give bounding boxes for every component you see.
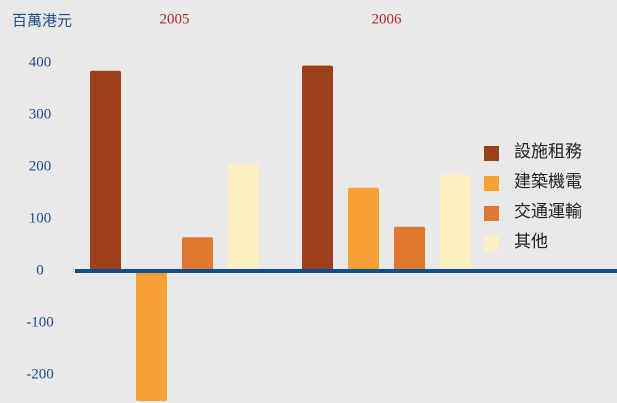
category-label: 2006	[372, 11, 403, 27]
y-tick-label: 200	[29, 158, 52, 174]
y-tick-label: 400	[29, 54, 52, 70]
y-tick-label: 100	[29, 210, 52, 226]
bar	[394, 226, 425, 271]
legend-label: 其他	[514, 232, 548, 251]
legend-swatch	[484, 206, 499, 221]
legend-swatch	[484, 236, 499, 251]
bar	[348, 187, 379, 271]
legend-label: 交通運輸	[514, 202, 582, 221]
legend-swatch	[484, 176, 499, 191]
y-tick-label: -200	[26, 366, 54, 382]
bar	[90, 70, 121, 271]
bar	[440, 174, 471, 271]
bar	[182, 237, 213, 271]
bar	[136, 271, 167, 401]
legend-swatch	[484, 146, 499, 161]
legend-label: 建築機電	[514, 172, 582, 191]
category-label: 2005	[160, 11, 190, 27]
y-tick-label: 300	[29, 106, 52, 122]
y-tick-label: 0	[36, 262, 44, 278]
y-axis-label: 百萬港元	[12, 12, 72, 29]
legend-label: 設施租務	[514, 142, 582, 161]
bar	[228, 164, 259, 271]
y-tick-label: -100	[26, 314, 54, 330]
bar	[302, 65, 333, 271]
